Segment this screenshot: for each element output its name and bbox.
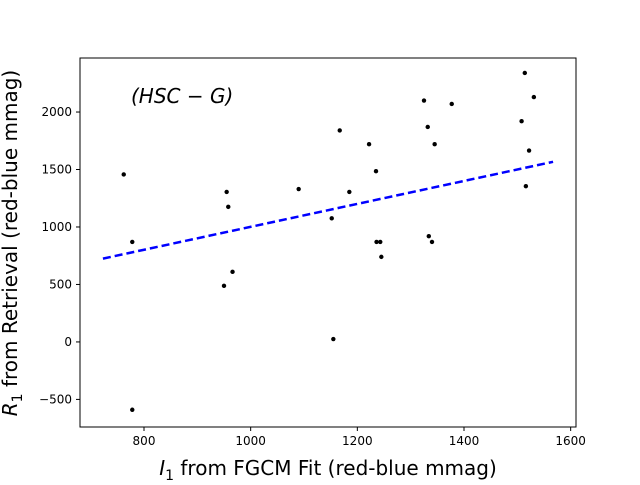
x-tick-label-1600: 1600: [555, 434, 586, 448]
x-axis-label-subscript: 1: [165, 468, 174, 480]
data-point-12: [366, 142, 372, 147]
data-point-4: [224, 189, 229, 195]
annotation-label: (HSC − G): [131, 84, 233, 108]
data-point-2: [130, 407, 135, 412]
data-point-14: [374, 239, 379, 245]
y-tick-label-2000: 2000: [41, 105, 72, 119]
data-point-17: [421, 98, 427, 103]
x-tick-label-1000: 1000: [235, 434, 266, 448]
data-point-21: [432, 142, 437, 147]
x-tick-label-1200: 1200: [342, 434, 373, 448]
y-tick-label-1500: 1500: [41, 163, 72, 177]
data-point-25: [523, 183, 529, 189]
data-point-13: [373, 169, 379, 174]
y-axis-label-text: from Retrieval (red-blue mmag): [0, 70, 22, 394]
data-point-8: [329, 216, 334, 221]
data-point-9: [331, 336, 336, 342]
data-point-15: [378, 239, 383, 245]
y-tick-label-500: 500: [49, 277, 72, 291]
data-point-6: [230, 269, 235, 275]
data-point-11: [347, 189, 352, 195]
data-point-0: [121, 172, 126, 177]
ticks-layer: 800 1000 1200 1400 1600 −500 0 500 1000 1500 2000: [39, 105, 586, 448]
y-axis-label-symbol: R: [0, 402, 22, 416]
data-point-20: [429, 239, 435, 245]
data-point-7: [296, 186, 301, 192]
y-tick-label--500: −500: [39, 392, 72, 406]
data-point-18: [425, 124, 430, 130]
data-point-23: [519, 119, 524, 124]
data-point-27: [531, 94, 537, 100]
data-point-3: [221, 283, 227, 289]
data-point-24: [522, 70, 527, 76]
data-point-1: [130, 239, 135, 245]
plot-frame: [79, 57, 577, 428]
data-point-22: [449, 101, 454, 107]
y-tick-label-0: 0: [64, 335, 72, 349]
data-point-26: [526, 148, 532, 153]
x-axis-label: I1 from FGCM Fit (red-blue mmag): [159, 456, 497, 480]
marks-layer: [102, 70, 554, 412]
data-point-10: [337, 128, 342, 133]
y-tick-label-1000: 1000: [41, 220, 72, 234]
x-axis-label-text: from FGCM Fit (red-blue mmag): [174, 456, 497, 480]
data-point-5: [226, 204, 231, 210]
y-axis-label: R1 from Retrieval (red-blue mmag): [0, 70, 26, 416]
data-point-19: [426, 233, 431, 239]
fit-line: [102, 160, 554, 260]
y-axis-label-subscript: 1: [10, 393, 26, 402]
x-tick-label-1400: 1400: [449, 434, 480, 448]
data-point-16: [379, 254, 384, 260]
x-axis-label-symbol: I: [159, 456, 165, 480]
x-tick-label-800: 800: [133, 434, 156, 448]
